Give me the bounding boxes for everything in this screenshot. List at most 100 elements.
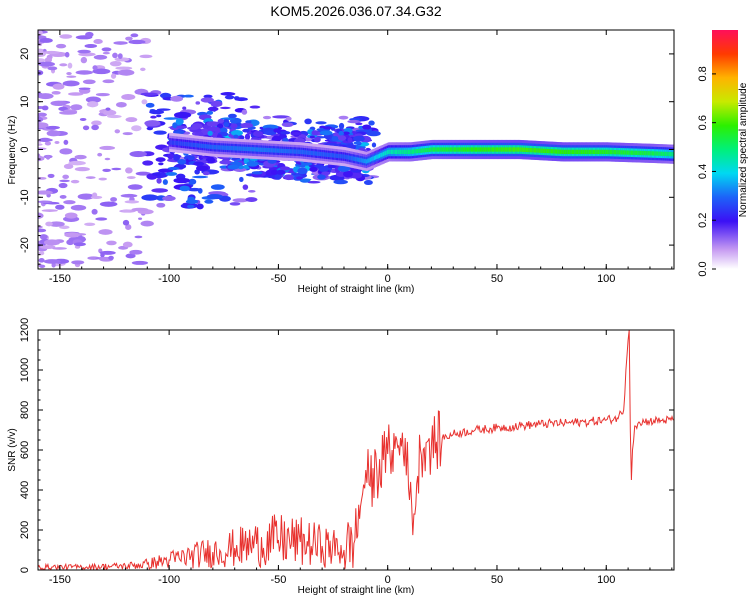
- snr-x-tick-label: -100: [158, 574, 180, 586]
- spectrogram-cell: [262, 115, 272, 120]
- spectrogram-ridge-cell: [321, 152, 324, 157]
- spectrogram-ridge-cell: [519, 147, 522, 152]
- spectrogram-ridge-cell: [271, 148, 274, 153]
- snr-panel: -150 -100 -50 0 50 100 020040060080010001200 …: [7, 318, 675, 596]
- spectrogram-ridge-cell: [213, 145, 216, 150]
- spectrogram-cell: [173, 154, 180, 161]
- spectrogram-cell: [82, 125, 90, 131]
- spectrogram-ridge-cell: [377, 154, 380, 159]
- spectrogram-ridge-cell: [486, 147, 489, 152]
- spectrogram-cell: [239, 176, 244, 183]
- spectrogram-cell: [144, 120, 161, 127]
- spectrogram-cell: [38, 212, 44, 219]
- spectrogram-cell: [242, 128, 250, 133]
- snr-x-tick-label: 50: [491, 574, 503, 586]
- spectrogram-cell: [39, 37, 53, 43]
- spectrogram-cell: [59, 63, 68, 67]
- spectrogram-ridge-cell: [182, 141, 185, 146]
- spectrogram-ridge-cell: [504, 147, 508, 152]
- spectrogram-cell: [43, 259, 61, 264]
- spectrogram-ridge-cell: [465, 147, 468, 152]
- spectrogram-ridge-cell: [591, 149, 594, 155]
- spectrogram-ridge-cell: [243, 146, 247, 151]
- spectrogram-ridge-cell: [458, 147, 462, 152]
- spectrogram-ridge-cell: [293, 149, 296, 154]
- spectrogram-ridge-cell: [490, 147, 493, 152]
- spectrogram-cell: [67, 62, 73, 69]
- spectrogram-cell: [120, 193, 138, 198]
- spectrogram-ridge-cell: [354, 156, 357, 162]
- spectrogram-cell: [130, 33, 139, 38]
- spectrogram-cell: [39, 264, 46, 268]
- spectrogram-ridge-cell: [267, 147, 270, 153]
- spectrogram-cell: [206, 110, 214, 115]
- spectrogram-ridge-cell: [493, 147, 496, 152]
- spectrogram-ridge-cell: [489, 147, 492, 152]
- spectrogram-cell: [279, 166, 291, 171]
- spectrogram-cell: [194, 169, 200, 175]
- spectrogram-cell: [52, 83, 65, 90]
- spectrogram-ridge-cell: [604, 149, 607, 155]
- spectrogram-cell: [105, 107, 111, 111]
- spectrogram-cell: [110, 197, 118, 202]
- spectrogram-ridge-cell: [173, 140, 176, 145]
- spectrogram-cell: [285, 116, 292, 121]
- spectrogram-cell: [113, 41, 128, 45]
- spectrogram-ridge-cell: [312, 151, 315, 156]
- spectrogram-ridge-cell: [389, 149, 392, 155]
- spectrogram-ridge-cell: [322, 152, 325, 157]
- spectrogram-cell: [50, 100, 67, 107]
- spectrogram-ridge-cell: [313, 151, 316, 156]
- spectrogram-ridge-cell: [216, 145, 219, 150]
- spectrogram-ridge-cell: [411, 149, 414, 154]
- spectrogram-cell: [248, 190, 256, 193]
- spectrogram-ridge-cell: [532, 148, 535, 153]
- spectrogram-cell: [216, 123, 224, 129]
- spectrogram-ridge-cell: [368, 158, 371, 163]
- spectrogram-ridge-cell: [239, 146, 243, 151]
- spectrogram-cell: [39, 234, 48, 240]
- spectrogram-ridge-cell: [170, 140, 173, 145]
- spectrogram-cell: [273, 128, 279, 133]
- spectrogram-cell: [129, 150, 147, 158]
- spectrogram-ridge-cell: [612, 149, 615, 155]
- spectrogram-ridge-cell: [254, 147, 257, 152]
- spectrogram-ridge-cell: [300, 149, 303, 155]
- snr-y-tick-label: 800: [19, 401, 31, 419]
- spectrogram-cell: [93, 54, 108, 60]
- spectrogram-cell: [185, 199, 199, 204]
- spectrogram-ridge-cell: [397, 149, 400, 155]
- spectrogram-cell: [228, 113, 237, 119]
- spectrogram-ridge-cell: [553, 149, 556, 154]
- spectrogram-ridge-cell: [348, 155, 351, 160]
- spectrogram-ridge-cell: [250, 147, 253, 152]
- spectrogram-cell: [242, 184, 249, 190]
- spectrogram-ridge-cell: [407, 149, 410, 155]
- spectrogram-cell: [173, 177, 191, 184]
- spectrogram-ridge-cell: [277, 148, 281, 153]
- spectrogram-ridge-cell: [663, 151, 666, 157]
- spectrogram-ridge-cell: [398, 149, 401, 155]
- spectrogram-ridge-cell: [203, 143, 206, 149]
- spectrogram-cell: [58, 182, 68, 189]
- spectrogram-cell: [300, 162, 313, 166]
- spectrogram-ridge-cell: [487, 147, 490, 152]
- spectrogram-ridge-cell: [567, 149, 570, 155]
- spectrogram-ridge-cell: [187, 142, 190, 147]
- spectrogram-cell: [102, 51, 110, 55]
- spectrogram-ridge-cell: [422, 148, 425, 153]
- spectrogram-ridge-cell: [233, 146, 236, 151]
- spectrogram-ridge-cell: [327, 152, 331, 158]
- spectrogram-ridge-cell: [424, 148, 428, 153]
- spectrogram-cell: [38, 155, 45, 162]
- spectrogram-cell: [98, 177, 108, 181]
- spectrogram-cell: [272, 115, 290, 119]
- snr-y-tick-label: 200: [19, 521, 31, 539]
- spectrogram-cell: [176, 125, 188, 129]
- spectrogram-ridge-cell: [473, 147, 476, 152]
- spectrogram-cell: [140, 67, 146, 72]
- spectrogram-ridge-cell: [662, 151, 665, 156]
- spectrogram-ridge-cell: [511, 147, 514, 152]
- spectrogram-ridge-cell: [319, 151, 323, 157]
- spectrogram-ridge-cell: [643, 150, 647, 156]
